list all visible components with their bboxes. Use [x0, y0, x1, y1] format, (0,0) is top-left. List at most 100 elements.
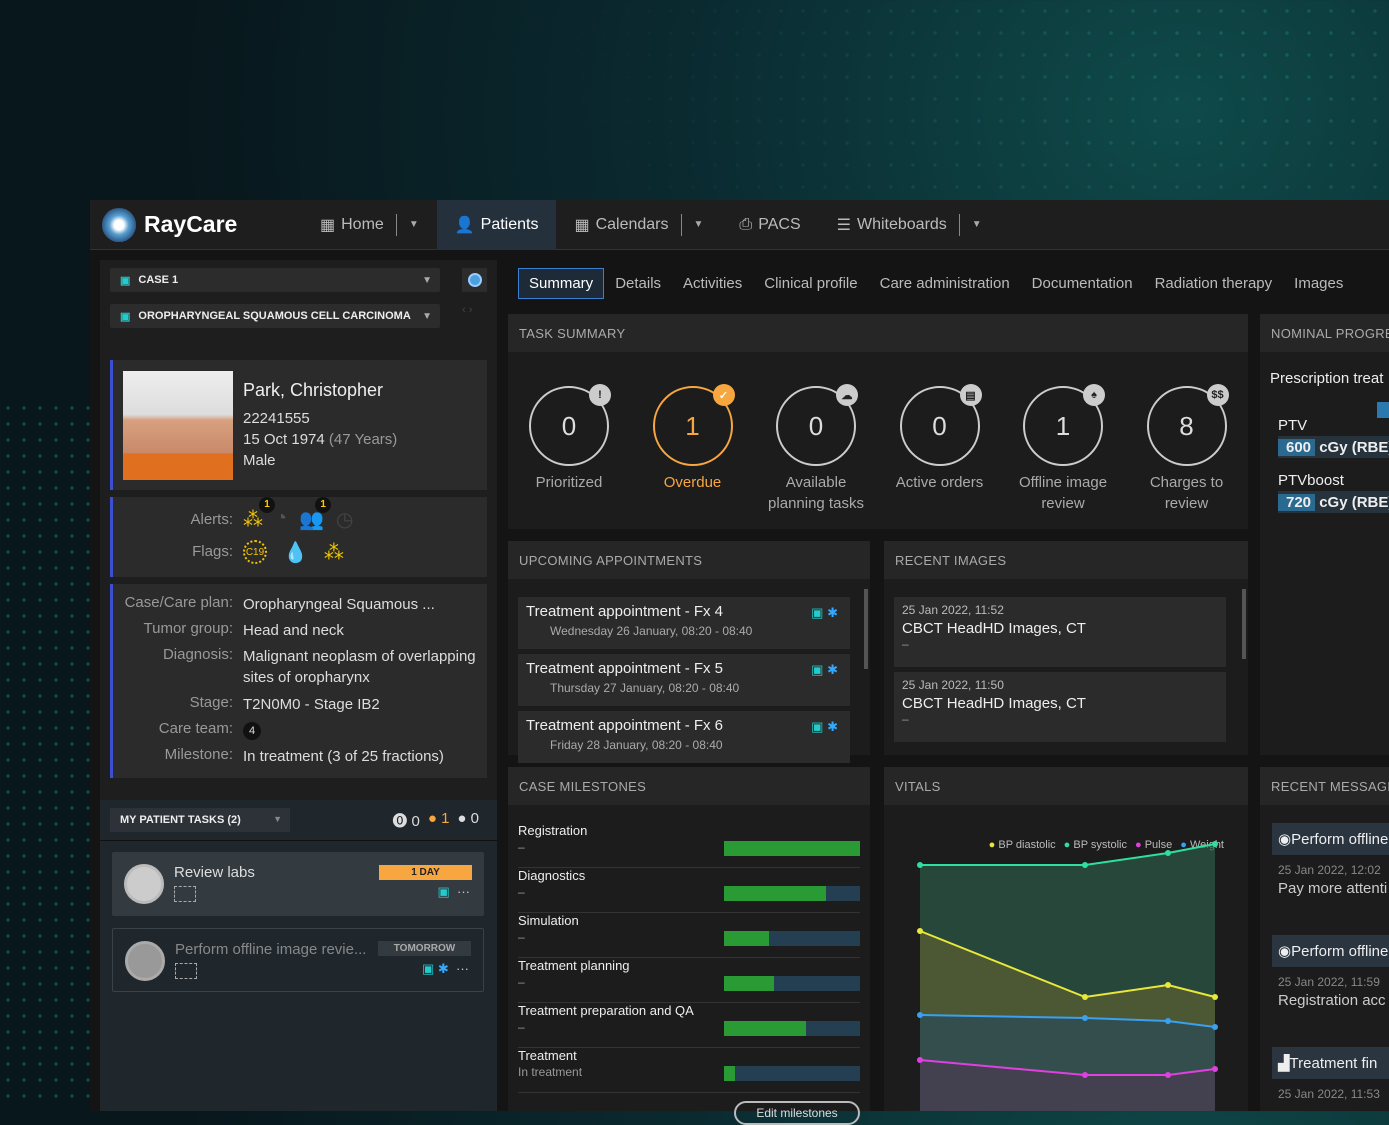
task-summary-4[interactable]: 1 ♠ — [1023, 384, 1105, 466]
nav-whiteboards[interactable]: ☰ Whiteboards ▼ — [819, 200, 1000, 250]
task-summary-3[interactable]: 0 ▤ — [899, 384, 982, 466]
assignee-placeholder[interactable] — [174, 886, 196, 902]
history-alert-icon[interactable]: ◷ — [336, 509, 354, 531]
target-name: PTV — [1278, 417, 1308, 434]
nav-patients[interactable]: 👤 Patients — [436, 199, 557, 250]
allergy-flag-icon[interactable]: ⁂ — [323, 542, 344, 564]
milestone-row: Treatment In treatment — [518, 1048, 860, 1093]
appointment-title: Treatment appointment - Fx 5 — [526, 660, 724, 677]
milestone-progress-bar — [724, 1066, 860, 1081]
milestone-status: – — [518, 885, 525, 899]
task-summary-5[interactable]: 8 $$ — [1146, 384, 1229, 466]
panel-title: VITALS — [884, 767, 1248, 805]
target-dose: 720 — [1278, 493, 1316, 511]
area-pulse — [920, 1060, 1215, 1111]
milestone-status: – — [518, 1020, 525, 1034]
panel-title: UPCOMING APPOINTMENTS — [508, 541, 870, 579]
radiation-icon: ✱ — [437, 961, 449, 976]
line-pulse — [919, 1059, 1216, 1076]
clipboard-icon: ▣ — [120, 310, 131, 323]
milestone-row: Registration – — [518, 823, 860, 868]
tab-clinical-profile[interactable]: Clinical profile — [764, 275, 858, 292]
image-item[interactable]: 25 Jan 2022, 11:52 CBCT HeadHD Images, CT… — [894, 597, 1226, 667]
chevron-down-icon[interactable]: ▼ — [693, 219, 704, 230]
task-badge-icon: $$ — [1206, 384, 1229, 406]
task-offline-image-review[interactable]: Perform offline image revie... TOMORROW … — [112, 928, 484, 992]
allergy-alert-icon[interactable]: ⁂ 1 — [243, 497, 275, 532]
milestone-status: – — [518, 975, 525, 989]
chevron-down-icon[interactable]: ▼ — [971, 219, 982, 230]
detail-value[interactable]: 4 — [243, 722, 261, 740]
edit-milestones-button[interactable]: Edit milestones — [734, 1101, 860, 1125]
task-summary-panel: TASK SUMMARY 0! Prioritized 1 ✓ Overdue 0 ☁ Ava… — [508, 314, 1248, 529]
milestone-progress-bar — [724, 886, 860, 901]
detail-value: In treatment (3 of 25 fractions) — [243, 748, 444, 765]
status-button[interactable] — [462, 268, 487, 292]
legend-item: ● BP systolic — [1063, 839, 1127, 851]
diagnosis-selector[interactable]: ▣ OROPHARYNGEAL SQUAMOUS CELL CARCINOMA ▼ — [110, 304, 440, 328]
chevron-down-icon[interactable]: ▼ — [408, 219, 419, 230]
message-header[interactable]: ◉ Perform offline — [1272, 823, 1389, 855]
tab-summary[interactable]: Summary — [518, 268, 605, 299]
nav-home[interactable]: ▦ Home ▼ — [302, 200, 437, 250]
upcoming-appointments-panel: UPCOMING APPOINTMENTS Treatment appointm… — [508, 541, 870, 763]
milestone-progress-bar — [724, 841, 860, 856]
assignee-placeholder[interactable] — [175, 963, 197, 979]
case-label: CASE 1 — [138, 274, 179, 286]
more-icon[interactable]: ··· — [457, 884, 470, 899]
covid-flag-icon[interactable]: C19 — [243, 540, 267, 564]
message-text: Pay more attenti — [1278, 880, 1388, 897]
more-icon[interactable]: ··· — [456, 961, 469, 976]
panel-title: TASK SUMMARY — [508, 314, 1248, 352]
tasks-filter[interactable]: MY PATIENT TASKS (2) ▼ — [110, 808, 290, 832]
case-selector[interactable]: ▣ CASE 1 ▼ — [110, 268, 440, 292]
point — [917, 1057, 923, 1063]
blood-drop-flag-icon[interactable]: 💧 — [283, 542, 308, 564]
detail-label: Milestone: — [164, 746, 233, 763]
prev-next-arrows[interactable]: ‹ › — [462, 304, 473, 316]
image-item[interactable]: 25 Jan 2022, 11:50 CBCT HeadHD Images, CT… — [894, 672, 1226, 742]
radiation-alert-icon[interactable]: ◔ — [275, 507, 288, 529]
image-note: – — [902, 637, 909, 651]
appointment-item[interactable]: Treatment appointment - Fx 4 ▣ ✱ Wednesday… — [518, 597, 850, 649]
task-title: Perform offline image revie... — [175, 941, 367, 958]
point — [1212, 841, 1218, 847]
milestone-row: Simulation – — [518, 913, 860, 958]
detail-value: Head and neck — [243, 622, 344, 639]
nav-pacs[interactable]: ⎙ PACS — [721, 200, 818, 250]
task-summary-1[interactable]: 1 ✓ — [652, 384, 735, 466]
task-summary-0[interactable]: 0! — [529, 384, 611, 466]
nav-calendars[interactable]: ▦ Calendars ▼ — [556, 200, 721, 250]
appointment-item[interactable]: Treatment appointment - Fx 5 ▣ ✱ Thursday … — [518, 654, 850, 706]
message-date: 25 Jan 2022, 11:59 — [1278, 975, 1380, 989]
message-text: Registration acc — [1278, 992, 1386, 1009]
detail-value[interactable]: Oropharyngeal Squamous ... — [243, 596, 435, 613]
scrollbar[interactable] — [864, 589, 868, 669]
point — [1165, 1018, 1171, 1024]
app-name: RayCare — [144, 211, 238, 237]
tasks-title: MY PATIENT TASKS (2) — [120, 814, 241, 826]
task-summary-2[interactable]: 0 ☁ — [776, 384, 858, 466]
scrollbar[interactable] — [1242, 589, 1246, 659]
care-team-alert-icon[interactable]: 👥 1 — [299, 497, 332, 532]
point — [1165, 850, 1171, 856]
chevron-down-icon: ▼ — [273, 814, 282, 824]
appointment-title: Treatment appointment - Fx 6 — [526, 717, 724, 734]
tab-documentation[interactable]: Documentation — [1031, 275, 1133, 292]
milestone-progress-bar — [724, 931, 860, 946]
message-header[interactable]: ▟ Treatment fin — [1272, 1047, 1389, 1079]
task-summary-label: Charges to review — [1149, 474, 1224, 512]
due-badge: TOMORROW — [378, 941, 471, 956]
printer-icon: ⎙ — [739, 215, 753, 233]
tab-details[interactable]: Details — [615, 275, 662, 292]
tab-activities[interactable]: Activities — [683, 275, 743, 292]
calendar-icon: ▦ — [574, 216, 590, 234]
case-milestones-panel: CASE MILESTONES Registration – Diagnostics… — [508, 767, 870, 1125]
tab-images[interactable]: Images — [1294, 275, 1344, 292]
appointment-item[interactable]: Treatment appointment - Fx 6 ▣ ✱ Friday 28… — [518, 711, 850, 763]
tab-care-administration[interactable]: Care administration — [879, 275, 1010, 292]
task-review-labs[interactable]: Review labs 1 DAY ▣ ··· — [112, 852, 484, 916]
milestone-name: Simulation — [518, 913, 579, 928]
message-header[interactable]: ◉ Perform offline — [1272, 935, 1389, 967]
tab-radiation-therapy[interactable]: Radiation therapy — [1154, 275, 1273, 292]
